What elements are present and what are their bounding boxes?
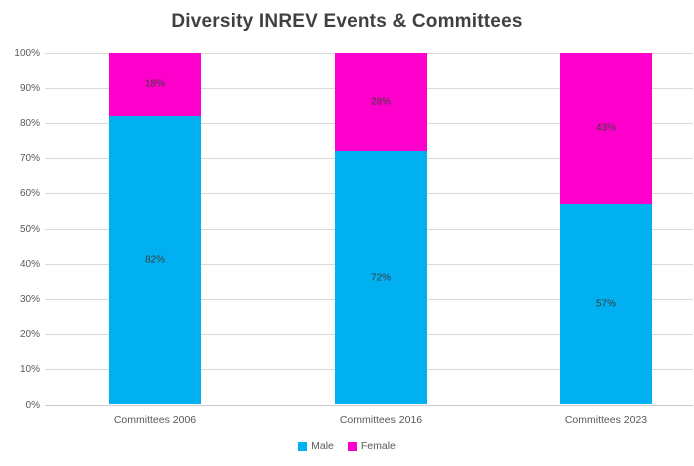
bar-segment-male-0[interactable] [109,115,201,405]
y-axis-tick-label: 100% [14,48,40,59]
y-axis-tick-label: 70% [19,153,40,164]
data-label: 72% [370,272,392,284]
legend-item-female[interactable]: Female [347,440,396,452]
chart-title: Diversity INREV Events & Committees [171,11,523,32]
legend-item-male[interactable]: Male [298,440,334,452]
data-label: 82% [144,254,166,266]
bar-segment-male-1[interactable] [335,151,427,405]
y-axis-tick-label: 0% [25,400,40,411]
legend-swatch-female [347,441,357,451]
data-label: 43% [595,122,617,134]
data-label: 57% [595,298,617,310]
legend-label: Male [311,440,334,452]
x-axis-category-label: Committees 2023 [564,414,648,426]
bar-segment-female-0[interactable] [109,52,201,116]
y-axis-tick-label: 30% [19,294,40,305]
y-axis-tick-label: 40% [19,259,40,270]
bar-segment-male-2[interactable] [560,203,652,405]
y-axis-tick-label: 60% [19,188,40,199]
x-axis-category-label: Committees 2006 [113,414,197,426]
bar-segment-female-2[interactable] [560,52,652,204]
bar-segment-female-1[interactable] [335,52,427,152]
y-axis-tick-label: 20% [19,329,40,340]
data-label: 28% [370,96,392,108]
y-axis-tick-label: 10% [19,364,40,375]
data-label: 18% [144,78,166,90]
y-axis-tick-label: 90% [19,83,40,94]
legend-label: Female [360,440,396,452]
legend-swatch-male [298,441,308,451]
chart-legend: Male Female [0,440,694,452]
y-axis-tick-label: 80% [19,118,40,129]
y-axis-tick-label: 50% [19,224,40,235]
x-axis-category-label: Committees 2016 [339,414,423,426]
x-axis-line [45,405,693,406]
